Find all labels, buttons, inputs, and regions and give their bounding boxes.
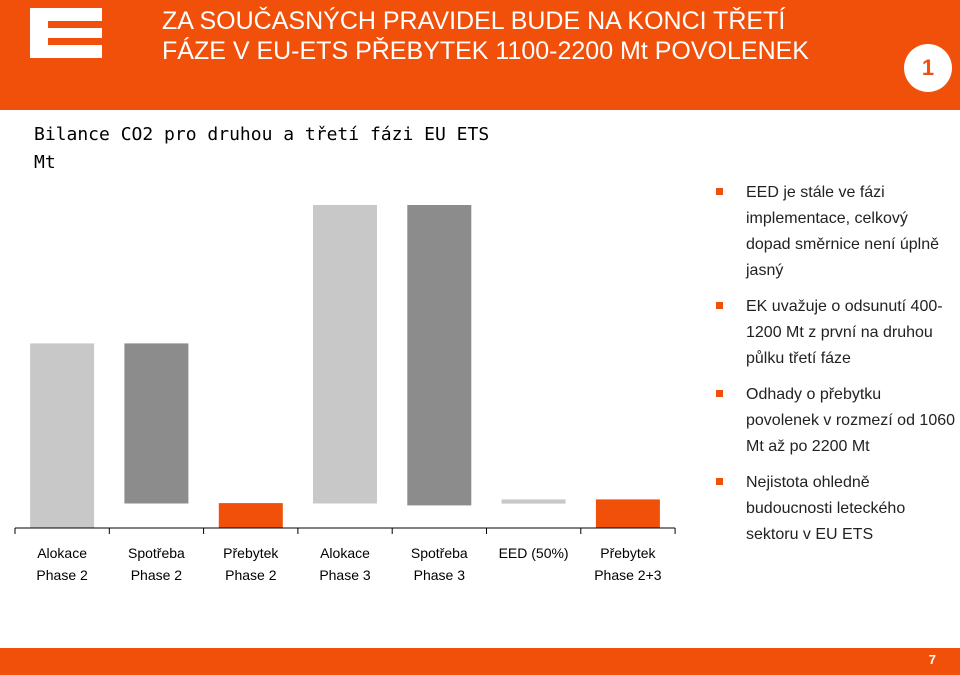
category-label: Phase 2+3 [594,567,662,583]
category-label: Phase 2 [36,567,88,583]
bar-3 [313,205,377,504]
section-badge: 1 [904,44,952,92]
category-label: Přebytek [223,545,279,561]
company-logo-icon [30,8,102,58]
category-label: EED (50%) [499,545,569,561]
bullet-item: EED je stále ve fázi implementace, celko… [716,180,956,284]
bar-1 [124,343,189,504]
page-title-line-2: FÁZE V EU-ETS PŘEBYTEK 1100-2200 Mt POVO… [162,37,809,65]
bullet-item: Odhady o přebytku povolenek v rozmezí od… [716,382,956,460]
bullet-item: Nejistota ohledně budoucnosti leteckého … [716,470,956,548]
bar-4 [407,205,472,506]
bullet-text: Odhady o přebytku povolenek v rozmezí od… [746,386,956,455]
bar-5 [501,499,566,504]
bar-2 [218,503,283,528]
category-label: Alokace [320,545,370,561]
category-label: Spotřeba [411,545,468,561]
category-label: Přebytek [600,545,656,561]
bar-0 [30,343,95,528]
bullet-text: EED je stále ve fázi implementace, celko… [746,184,940,279]
category-label: Phase 3 [414,567,466,583]
header-bar: ZA SOUČASNÝCH PRAVIDEL BUDE NA KONCI TŘE… [0,0,960,110]
page-number: 7 [928,652,936,667]
bullet-square-icon [716,390,723,397]
footer-bar: 7 [0,648,960,675]
bullet-list: EED je stále ve fázi implementace, celko… [716,180,956,558]
bullet-square-icon [716,188,723,195]
page-title: ZA SOUČASNÝCH PRAVIDEL BUDE NA KONCI TŘE… [162,6,882,66]
chart-unit: Mt [34,152,56,173]
bullet-square-icon [716,478,723,485]
category-label: Spotřeba [128,545,185,561]
bullet-text: Nejistota ohledně budoucnosti leteckého … [746,474,906,543]
bullet-text: EK uvažuje o odsunutí 400-1200 Mt z prvn… [746,298,943,367]
bar-6 [595,499,660,528]
page-title-line-1: ZA SOUČASNÝCH PRAVIDEL BUDE NA KONCI TŘE… [162,7,786,35]
chart-title: Bilance CO2 pro druhou a třetí fázi EU E… [34,124,490,145]
bullet-item: EK uvažuje o odsunutí 400-1200 Mt z prvn… [716,294,956,372]
category-label: Phase 2 [225,567,277,583]
category-label: Phase 2 [131,567,183,583]
bullet-square-icon [716,302,723,309]
category-label: Alokace [37,545,87,561]
category-label: Phase 3 [319,567,371,583]
